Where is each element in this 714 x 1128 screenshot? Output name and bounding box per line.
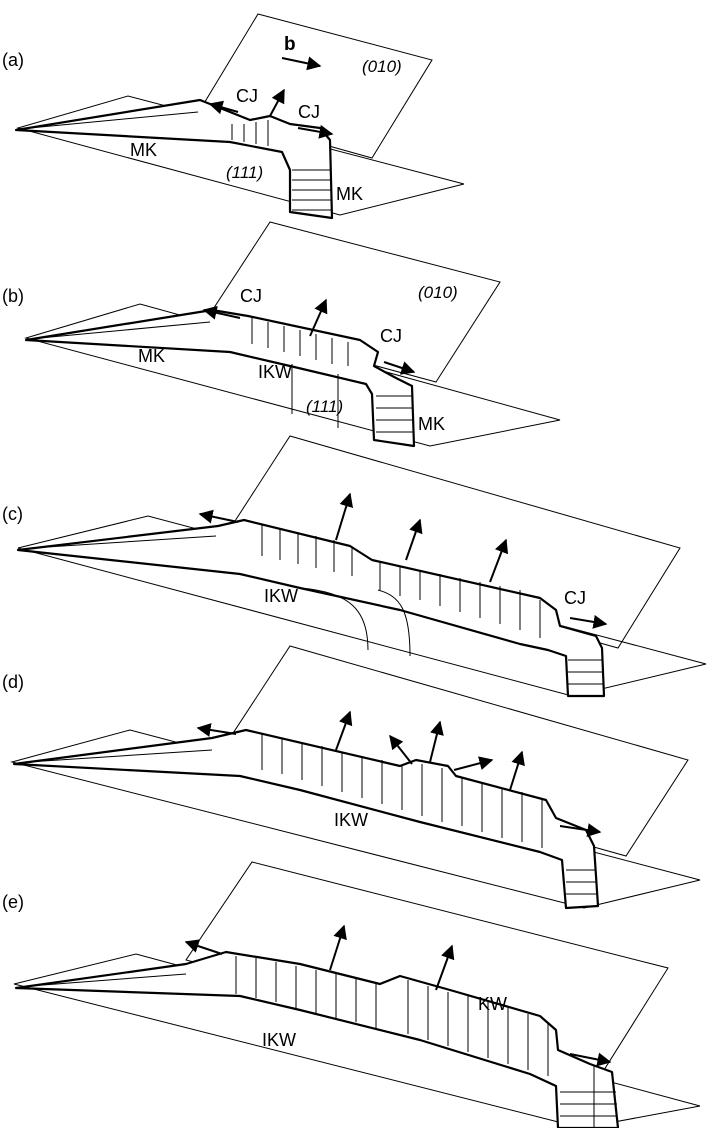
ikw-label: IKW <box>262 1030 296 1050</box>
climb-arrow-3 <box>489 538 509 583</box>
hatching <box>235 956 617 1117</box>
panel-d: (d) I <box>2 645 701 910</box>
cj-label-right: CJ <box>298 102 320 122</box>
cj-label-right: CJ <box>380 326 402 346</box>
dislocation-ribbon <box>16 518 606 698</box>
plane-010 <box>223 435 681 649</box>
ikw-label: IKW <box>334 810 368 830</box>
plane-111 <box>13 953 701 1128</box>
plane-010 <box>225 645 689 857</box>
hatching <box>261 524 603 685</box>
plane-111 <box>24 303 561 447</box>
mk-label-right: MK <box>336 184 363 204</box>
cj-label-left: CJ <box>236 86 258 106</box>
dislocation-ribbon <box>24 308 416 448</box>
dislocation-ribbon <box>14 98 334 220</box>
hatching <box>261 734 597 895</box>
climb-arrow-3 <box>429 720 444 763</box>
climb-arrow-4 <box>453 756 494 771</box>
plane-111 <box>10 729 701 909</box>
plane-010 <box>205 221 501 383</box>
climb-arrow-1 <box>329 924 347 971</box>
climb-arrow-5 <box>509 750 525 791</box>
expand-arrow-right <box>559 823 602 838</box>
plane-111 <box>16 95 465 216</box>
panel-c: (c) I <box>2 435 707 698</box>
panel-label-b: (b) <box>2 286 24 306</box>
hatching <box>251 318 413 433</box>
plane-010-label: (010) <box>418 283 458 302</box>
expand-arrow-left <box>184 939 223 955</box>
plane-010 <box>199 13 433 159</box>
climb-arrow-1 <box>335 710 353 751</box>
climb-arrow-2 <box>389 734 413 765</box>
plane-010-label: (010) <box>362 57 402 76</box>
climb-arrow <box>269 88 285 117</box>
ikw-label: IKW <box>264 586 298 606</box>
climb-arrow <box>309 298 328 337</box>
kw-label: KW <box>478 994 507 1014</box>
mk-label-right: MK <box>418 414 445 434</box>
panel-label-d: (d) <box>2 672 24 692</box>
climb-arrow-1 <box>335 492 354 541</box>
burgers-vector-label: b <box>284 34 296 55</box>
cj-label-left: CJ <box>240 286 262 306</box>
plane-111-label: (111) <box>226 163 263 182</box>
ikw-label: IKW <box>258 362 292 382</box>
cj-arrow <box>569 615 608 629</box>
mk-label-left: MK <box>130 140 157 160</box>
climb-arrow-2 <box>405 518 423 561</box>
climb-arrow-2 <box>435 944 455 991</box>
cj-arrow-left <box>202 305 241 320</box>
panel-label-c: (c) <box>2 504 23 524</box>
hatching <box>231 120 331 211</box>
expand-arrow-right <box>569 1052 612 1067</box>
expand-arrow-left <box>196 723 237 737</box>
cj-arrow-right <box>297 124 334 139</box>
panel-a: (a) b (010) CJ CJ MK (111) MK <box>2 13 465 220</box>
burgers-vector-arrow <box>281 56 322 71</box>
expand-arrow-left <box>198 509 239 524</box>
panel-label-a: (a) <box>2 50 24 70</box>
plane-111 <box>17 515 707 697</box>
panel-label-e: (e) <box>2 892 24 912</box>
cj-arrow-right <box>383 361 416 375</box>
cj-arrow-left <box>208 100 239 115</box>
panel-e: (e) KW <box>2 861 701 1128</box>
panel-b: (b) (010) CJ CJ MK IKW (111) MK <box>2 221 561 448</box>
mk-label-left: MK <box>138 346 165 366</box>
plane-111-label: (111) <box>306 397 343 416</box>
cj-label: CJ <box>564 588 586 608</box>
